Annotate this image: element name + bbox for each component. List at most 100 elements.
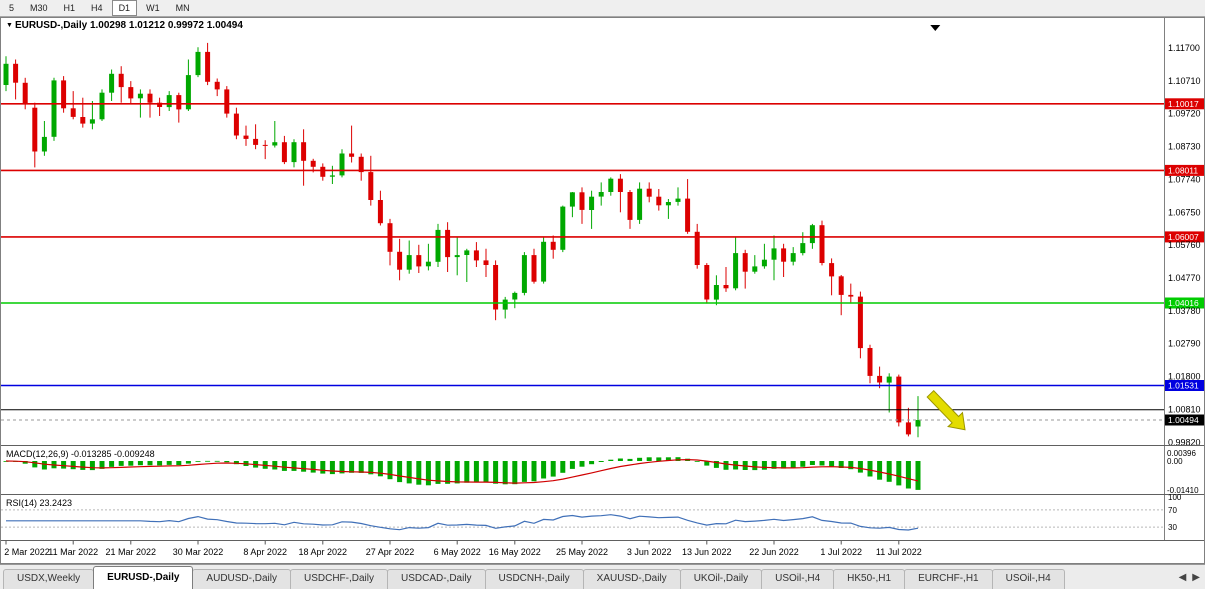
candle [349, 125, 355, 163]
timeframe-button-mn[interactable]: MN [175, 3, 190, 13]
svg-text:30: 30 [1168, 523, 1177, 532]
price-tag [1165, 231, 1205, 243]
candle [185, 59, 191, 111]
candle [848, 283, 854, 304]
candle [464, 248, 470, 282]
svg-text:1.05760: 1.05760 [1168, 240, 1201, 250]
tab-usdcnh-daily[interactable]: USDCNH-,Daily [484, 569, 584, 589]
candle [800, 232, 806, 256]
tab-ukoil-daily[interactable]: UKOil-,Daily [679, 569, 763, 589]
svg-text:1.10710: 1.10710 [1168, 76, 1201, 86]
candle [627, 190, 633, 229]
timeframe-button-h1[interactable]: H1 [63, 3, 76, 13]
timeframe-button-5[interactable]: 5 [9, 3, 15, 13]
candle [416, 244, 422, 273]
svg-text:1.04770: 1.04770 [1168, 273, 1201, 283]
candle [896, 374, 902, 427]
candle [176, 92, 182, 123]
candle [243, 125, 249, 146]
svg-text:18 Apr 2022: 18 Apr 2022 [299, 547, 348, 557]
svg-text:1.01531: 1.01531 [1168, 381, 1199, 391]
svg-text:11 Jul 2022: 11 Jul 2022 [876, 547, 922, 557]
svg-text:1.00810: 1.00810 [1168, 405, 1201, 415]
tab-usdcad-daily[interactable]: USDCAD-,Daily [386, 569, 486, 589]
candle [233, 107, 239, 140]
candle [445, 222, 451, 272]
candle [3, 56, 9, 92]
macd-indicator-label: MACD(12,26,9) -0.013285 -0.009248 [6, 449, 155, 459]
price-tags: 1.10017 1.08011 1.06007 1.04016 1.01531 1.004… [1165, 98, 1205, 426]
candle [733, 237, 739, 291]
svg-text:1.01800: 1.01800 [1168, 372, 1201, 382]
svg-text:1.07740: 1.07740 [1168, 174, 1201, 184]
tab-scroll-right-icon[interactable]: ▶ [1192, 572, 1200, 583]
tab-usoil-h4[interactable]: USOil-,H4 [761, 569, 835, 589]
svg-text:1 Jul 2022: 1 Jul 2022 [820, 547, 862, 557]
candle [781, 243, 787, 277]
candle [829, 258, 835, 296]
candle [301, 129, 307, 186]
rsi-indicator-label: RSI(14) 23.2423 [6, 498, 73, 508]
candle [608, 177, 614, 196]
price-tag [1165, 98, 1205, 110]
candle [41, 121, 47, 156]
candle [531, 248, 537, 284]
price-tag [1165, 164, 1205, 176]
candle [397, 238, 403, 281]
rsi-panel: 100 70 30 [1, 493, 1182, 532]
svg-text:0.99820: 0.99820 [1168, 437, 1201, 447]
candle [790, 247, 796, 266]
candle [886, 373, 892, 413]
timeframe-button-h4[interactable]: H4 [91, 3, 103, 13]
horizontal-lines [1, 103, 1164, 421]
candle [713, 275, 719, 306]
tab-eurchf-h1[interactable]: EURCHF-,H1 [904, 569, 993, 589]
candle [377, 190, 383, 226]
candle [694, 223, 700, 269]
candle [905, 407, 911, 437]
tab-usdx-weekly[interactable]: USDX,Weekly [3, 569, 95, 589]
svg-text:13 Jun 2022: 13 Jun 2022 [682, 547, 732, 557]
tab-eurusd-daily[interactable]: EURUSD-,Daily [93, 566, 194, 589]
candle [637, 182, 643, 224]
chart-title-symbol: EURUSD-,Daily [14, 20, 88, 31]
timeframe-button-d1[interactable]: D1 [111, 0, 138, 16]
tab-hk50-h1[interactable]: HK50-,H1 [833, 569, 906, 589]
symbol-marker-icon: ▼ [6, 22, 13, 29]
candle [281, 135, 287, 165]
tab-usoil-h4[interactable]: USOil-,H4 [991, 569, 1065, 589]
chart-canvas[interactable]: 1.10017 1.08011 1.06007 1.04016 1.01531 1.004… [0, 0, 1205, 564]
tab-usdchf-daily[interactable]: USDCHF-,Daily [289, 569, 388, 589]
candle [61, 76, 67, 113]
svg-text:1.02790: 1.02790 [1168, 339, 1201, 349]
candle [502, 296, 508, 319]
svg-text:30 Mar 2022: 30 Mar 2022 [173, 547, 224, 557]
down-arrow-object[interactable] [926, 389, 966, 431]
candle [320, 163, 326, 181]
timeframe-button-w1[interactable]: W1 [146, 3, 160, 13]
candle [579, 187, 585, 224]
tab-audusd-daily[interactable]: AUDUSD-,Daily [192, 569, 291, 589]
timeframe-button-m30[interactable]: M30 [30, 3, 48, 13]
candle [454, 237, 460, 276]
tab-xauusd-daily[interactable]: XAUUSD-,Daily [582, 569, 681, 589]
candle [425, 243, 431, 271]
svg-text:1.10017: 1.10017 [1168, 99, 1199, 109]
svg-text:1.11700: 1.11700 [1168, 43, 1200, 53]
chart-title: ▼ EURUSD-,Daily 1.00298 1.01212 0.99972 1… [6, 20, 243, 31]
svg-text:0.00396: 0.00396 [1167, 449, 1196, 458]
candle [512, 291, 518, 309]
tab-scroll-left-icon[interactable]: ◀ [1178, 572, 1187, 583]
svg-text:25 May 2022: 25 May 2022 [556, 547, 608, 557]
svg-text:8 Apr 2022: 8 Apr 2022 [243, 547, 287, 557]
svg-text:11 Mar 2022: 11 Mar 2022 [48, 547, 98, 557]
candle [195, 47, 201, 78]
svg-text:1.08011: 1.08011 [1168, 166, 1198, 176]
candle [32, 102, 38, 168]
svg-text:1.06750: 1.06750 [1168, 207, 1201, 217]
candle [368, 155, 374, 206]
candle [358, 153, 364, 181]
price-axis[interactable]: 1.11700 1.10710 1.09720 1.08730 1.07740 1.067… [1168, 43, 1201, 447]
